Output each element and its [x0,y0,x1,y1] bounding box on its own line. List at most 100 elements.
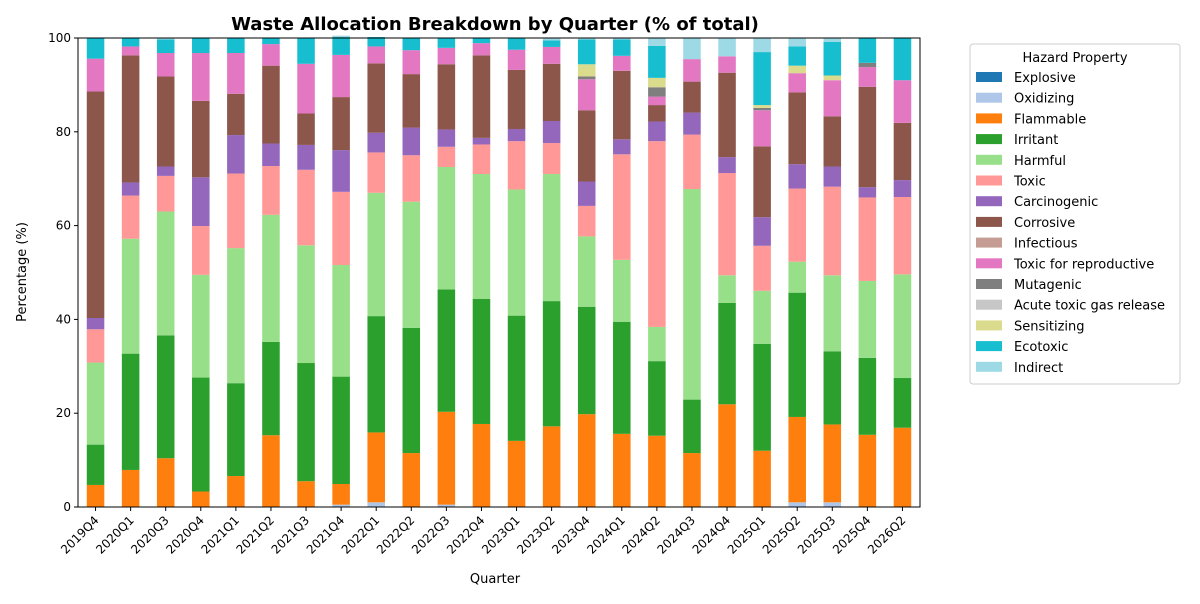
legend-swatch [976,113,1002,123]
bar-segment-harmful-2023Q1 [508,189,526,315]
bar-segment-toxic-2024Q4 [718,173,736,275]
x-tick-label: 2023Q2 [514,513,558,557]
bar-segment-indirect-2021Q4 [332,36,350,37]
bar-segment-harmful-2024Q2 [648,327,666,361]
bar-segment-toxic-for-reproductive-2021Q1 [227,53,245,94]
plot-area: 0204060801002019Q42020Q12020Q32020Q42021… [48,31,920,557]
bar-segment-indirect-2025Q1 [753,38,771,52]
bar-segment-toxic-for-reproductive-2023Q4 [578,79,596,110]
bar-segment-irritant-2021Q3 [297,363,315,481]
legend-title: Hazard Property [1022,51,1127,66]
bar-segment-harmful-2024Q4 [718,275,736,303]
bar-segment-irritant-2025Q3 [824,351,842,424]
legend: Hazard Property ExplosiveOxidizingFlamma… [970,44,1180,384]
bar-segment-ecotoxic-2021Q2 [262,38,280,44]
y-axis-label: Percentage (%) [15,222,30,322]
bar-segment-toxic-2021Q4 [332,192,350,265]
chart-title: Waste Allocation Breakdown by Quarter (%… [231,14,759,35]
legend-entry-label: Infectious [1014,237,1078,252]
bar-segment-toxic-for-reproductive-2025Q3 [824,80,842,116]
bar-segment-ecotoxic-2023Q4 [578,39,596,64]
bar-segment-corrosive-2023Q1 [508,70,526,129]
bar-segment-corrosive-2024Q2 [648,105,666,121]
x-axis-label: Quarter [470,572,521,587]
bar-segment-flammable-2025Q3 [824,424,842,502]
bar-segment-toxic-2025Q2 [788,189,806,262]
bar-segment-harmful-2024Q3 [683,189,701,400]
bar-segment-harmful-2022Q4 [473,174,491,299]
bar-segment-corrosive-2021Q4 [332,97,350,150]
x-tick-label: 2025Q2 [760,513,804,557]
legend-entry-label: Mutagenic [1014,278,1082,293]
bar-segment-corrosive-2020Q3 [157,76,175,166]
bar-segment-irritant-2023Q4 [578,307,596,414]
bar-segment-oxidizing-2025Q2 [788,502,806,507]
bar-segment-corrosive-2020Q1 [122,55,140,182]
bar-segment-irritant-2022Q4 [473,299,491,424]
bar-segment-flammable-2021Q4 [332,484,350,505]
y-tick-label: 40 [56,312,71,326]
bar-segment-flammable-2020Q4 [192,492,210,507]
x-tick-label: 2025Q1 [725,513,769,557]
bar-segment-irritant-2023Q2 [543,301,561,426]
legend-swatch [976,176,1002,186]
legend-entry-label: Irritant [1014,133,1058,148]
bar-segment-carcinogenic-2024Q1 [613,139,631,154]
bar-segment-corrosive-2025Q2 [788,92,806,164]
y-tick-label: 20 [56,406,71,420]
x-tick-label: 2020Q4 [163,513,207,557]
bar-segment-toxic-for-reproductive-2023Q1 [508,50,526,70]
bar-segment-sensitizing-2024Q2 [648,78,666,87]
bar-segment-indirect-2025Q2 [788,38,806,46]
bar-segment-ecotoxic-2019Q4 [87,38,105,59]
bar-segment-toxic-2024Q3 [683,135,701,189]
bar-segment-harmful-2024Q1 [613,260,631,322]
x-tick-label: 2025Q3 [795,513,839,557]
x-tick-label: 2021Q2 [234,513,278,557]
bar-segment-carcinogenic-2019Q4 [87,318,105,329]
bar-segment-toxic-2024Q2 [648,141,666,327]
bar-segment-corrosive-2023Q4 [578,110,596,181]
bar-segment-flammable-2024Q4 [718,404,736,507]
bar-segment-carcinogenic-2020Q4 [192,177,210,226]
bar-segment-corrosive-2019Q4 [87,91,105,318]
legend-swatch [976,72,1002,82]
bar-segment-toxic-2025Q3 [824,187,842,276]
bar-segment-corrosive-2025Q1 [753,146,771,217]
bar-segment-harmful-2021Q1 [227,248,245,383]
bar-segment-harmful-2025Q4 [859,281,877,358]
legend-entry-label: Acute toxic gas release [1014,299,1165,314]
bar-segment-indirect-2025Q3 [824,38,842,42]
legend-entry-label: Flammable [1014,112,1086,127]
bar-segment-carcinogenic-2024Q3 [683,113,701,135]
bar-segment-carcinogenic-2025Q1 [753,217,771,246]
bar-segment-harmful-2021Q4 [332,265,350,377]
bar-segment-carcinogenic-2025Q2 [788,164,806,188]
bar-segment-irritant-2025Q4 [859,358,877,435]
y-tick-label: 80 [56,125,71,139]
bar-segment-harmful-2020Q3 [157,212,175,336]
bar-segment-ecotoxic-2025Q3 [824,42,842,76]
bar-segment-flammable-2025Q2 [788,417,806,502]
legend-swatch [976,341,1002,351]
bar-segment-mutagenic-2025Q1 [753,108,771,110]
bar-segment-corrosive-2022Q2 [403,74,421,127]
bar-segment-ecotoxic-2021Q1 [227,38,245,53]
bar-segment-corrosive-2026Q2 [894,123,912,180]
legend-swatch [976,279,1002,289]
bar-segment-flammable-2020Q1 [122,470,140,507]
bar-segment-toxic-2021Q1 [227,174,245,249]
y-tick-label: 60 [56,219,71,233]
y-tick-label: 0 [63,500,71,514]
bar-segment-toxic-2020Q3 [157,176,175,212]
x-tick-label: 2020Q1 [93,513,137,557]
legend-entry-label: Carcinogenic [1014,195,1098,210]
legend-swatch [976,134,1002,144]
bar-segment-indirect-2024Q2 [648,38,666,46]
legend-entry-label: Toxic [1013,175,1046,190]
bar-segment-corrosive-2022Q1 [367,63,385,132]
bar-segment-toxic-for-reproductive-2023Q2 [543,47,561,64]
bar-segment-carcinogenic-2022Q1 [367,133,385,153]
bar-segment-harmful-2023Q4 [578,236,596,306]
bar-segment-toxic-for-reproductive-2022Q2 [403,50,421,74]
